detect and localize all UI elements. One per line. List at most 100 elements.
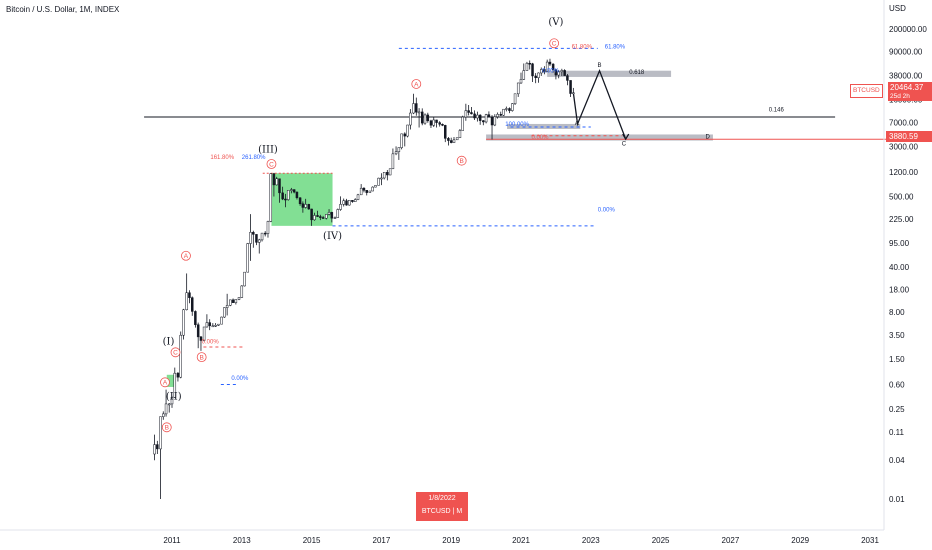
circled-wave-label: C <box>170 347 181 358</box>
candle <box>368 190 372 193</box>
candle <box>260 232 264 242</box>
candle <box>348 200 351 206</box>
candle-body <box>438 122 441 125</box>
price-tick-label: 0.11 <box>889 428 905 437</box>
price-tick-label: 95.00 <box>889 239 910 248</box>
candle <box>185 273 188 311</box>
time-tick-label: 2015 <box>303 536 321 545</box>
candle <box>409 109 412 130</box>
candle <box>400 133 403 150</box>
candle-body <box>240 285 244 298</box>
candle-body <box>569 80 572 94</box>
candle <box>569 80 572 97</box>
time-tick-label: 2027 <box>722 536 740 545</box>
candle-body <box>368 190 372 193</box>
candle <box>179 331 182 379</box>
candle <box>394 146 398 156</box>
candle <box>522 63 526 80</box>
wave-a-target-zone <box>507 123 581 129</box>
candle <box>499 111 503 117</box>
candle-body <box>234 299 238 303</box>
candle-body <box>336 209 340 218</box>
circled-wave-label: A <box>411 79 422 89</box>
candle-body <box>304 204 307 208</box>
label-backdrop <box>540 72 548 80</box>
candle <box>391 148 395 170</box>
candle <box>243 271 246 287</box>
projection-label: C <box>622 141 627 147</box>
candle-body <box>173 372 177 398</box>
candle-body <box>345 200 348 206</box>
wave-projection-path <box>572 68 627 140</box>
candle-body <box>214 325 217 327</box>
candle <box>223 307 226 318</box>
candle <box>490 115 494 140</box>
candle-body <box>217 323 220 326</box>
candle-body <box>365 190 368 193</box>
candle-body <box>470 112 473 115</box>
circled-wave-label: B <box>161 422 172 433</box>
candle-body <box>412 103 415 114</box>
candle <box>511 103 514 112</box>
candle-body <box>167 403 171 406</box>
candle-body <box>377 177 380 186</box>
candle-body <box>539 69 543 74</box>
candle-body <box>159 416 162 450</box>
candle <box>301 201 305 213</box>
candle <box>313 212 316 221</box>
candle <box>266 220 270 238</box>
candle-body <box>263 232 267 235</box>
time-tick-label: 2013 <box>233 536 251 545</box>
candle-body <box>423 114 427 124</box>
candle-body <box>188 292 191 298</box>
candle-body <box>519 79 523 84</box>
candle <box>482 120 485 126</box>
candle <box>461 115 464 131</box>
candle <box>231 298 235 303</box>
candle <box>572 87 575 96</box>
label-circle <box>161 422 172 433</box>
price-tick-label: 0.25 <box>889 405 905 414</box>
candle-body <box>420 111 424 124</box>
candle-body <box>557 71 560 76</box>
candle-body <box>327 212 331 215</box>
price-tick-label: 8.00 <box>889 308 905 317</box>
candle <box>298 197 302 206</box>
candle <box>557 70 560 79</box>
candle-body <box>333 217 337 219</box>
candle <box>330 211 334 223</box>
candle <box>173 367 177 399</box>
candle-body <box>490 116 494 126</box>
candle <box>365 190 368 196</box>
candle-body <box>516 82 520 95</box>
candle <box>281 186 284 201</box>
candle-body <box>359 187 363 196</box>
candle-body <box>202 326 206 341</box>
candle-body <box>246 243 249 273</box>
label-circle <box>181 250 191 261</box>
candle-body <box>380 177 383 180</box>
candle-body <box>487 114 491 118</box>
label-circle <box>196 352 207 363</box>
currency-label: USD <box>889 4 906 13</box>
time-tick-label: 2019 <box>442 536 460 545</box>
candle <box>444 124 447 143</box>
candle <box>476 111 479 122</box>
label-letter: B <box>459 158 463 165</box>
candle-body <box>566 75 569 81</box>
candle <box>412 93 415 115</box>
label-circle <box>170 347 181 358</box>
candle <box>420 108 424 126</box>
candle <box>164 389 168 417</box>
candle-body <box>511 103 514 111</box>
wave-label: (I) <box>163 337 175 348</box>
candle <box>316 210 319 218</box>
candle-body <box>388 168 392 176</box>
candle <box>153 434 156 461</box>
candle-body <box>325 214 328 219</box>
candle-body <box>351 200 354 202</box>
candle <box>188 290 191 304</box>
projection-label: B <box>598 63 602 69</box>
time-tick-label: 2023 <box>582 536 600 545</box>
